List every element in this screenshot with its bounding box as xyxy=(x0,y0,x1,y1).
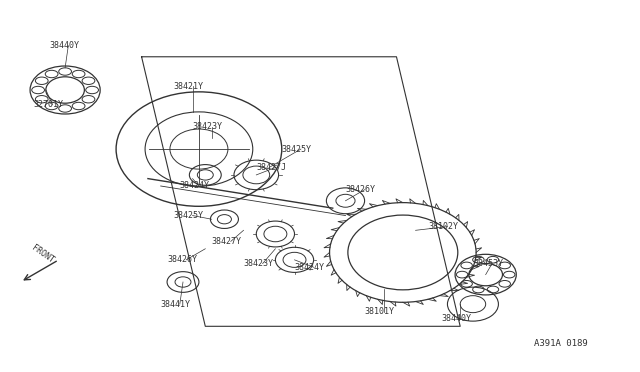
Text: 38423Y: 38423Y xyxy=(193,122,223,131)
Text: 32701Y: 32701Y xyxy=(33,100,63,109)
Text: 38424Y: 38424Y xyxy=(180,182,210,190)
Text: 38441Y: 38441Y xyxy=(161,300,191,309)
Text: 38426Y: 38426Y xyxy=(167,255,197,264)
Text: 38440Y: 38440Y xyxy=(441,314,471,323)
Text: 38427J: 38427J xyxy=(256,163,286,172)
Text: 38102Y: 38102Y xyxy=(428,222,458,231)
Text: FRONT: FRONT xyxy=(30,244,56,265)
Text: 38423Y: 38423Y xyxy=(244,259,273,268)
Text: 38426Y: 38426Y xyxy=(346,185,376,194)
Text: 38427Y: 38427Y xyxy=(212,237,242,246)
Text: 38453Y: 38453Y xyxy=(473,259,503,268)
Text: 38421Y: 38421Y xyxy=(173,82,204,91)
Text: 38425Y: 38425Y xyxy=(173,211,204,220)
Text: 38424Y: 38424Y xyxy=(294,263,324,272)
Text: A391A 0189: A391A 0189 xyxy=(534,340,588,349)
Text: 38425Y: 38425Y xyxy=(282,145,312,154)
Text: 38440Y: 38440Y xyxy=(49,41,79,50)
Text: 38101Y: 38101Y xyxy=(365,307,395,316)
